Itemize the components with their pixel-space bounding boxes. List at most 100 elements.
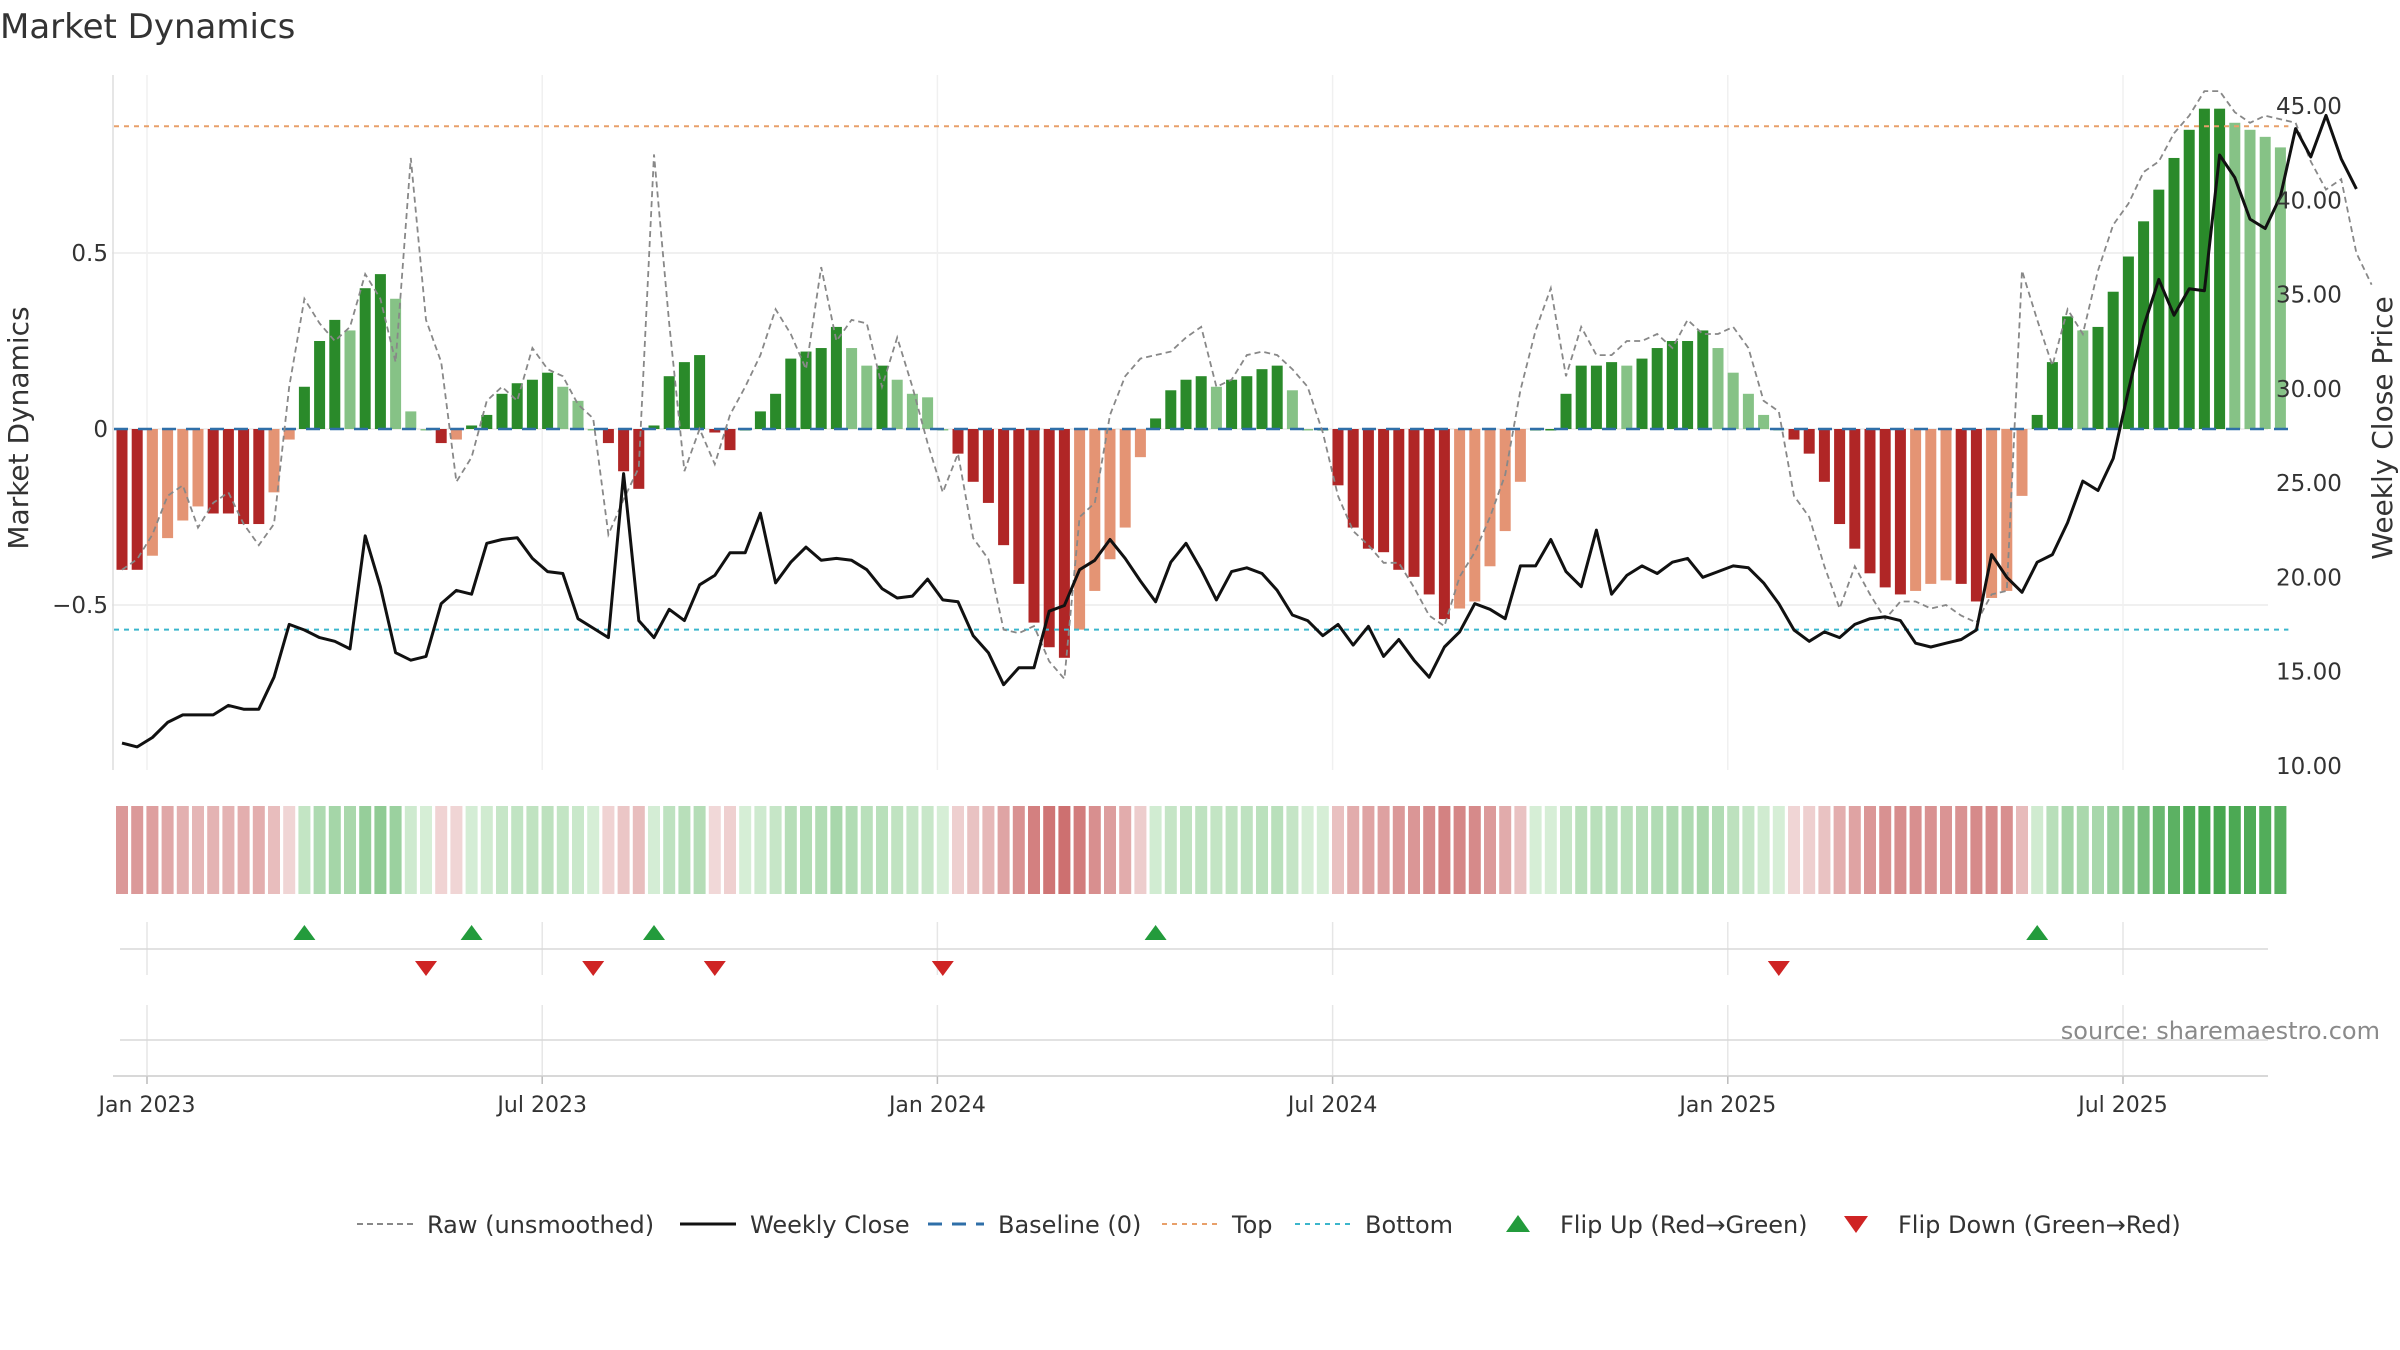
- regime-cell: [2137, 806, 2150, 894]
- md-bar: [648, 425, 660, 429]
- md-bar: [1818, 429, 1830, 482]
- md-bar: [1636, 358, 1648, 429]
- md-bar: [1955, 429, 1967, 584]
- regime-cell: [678, 806, 691, 894]
- md-bar: [1286, 390, 1298, 429]
- regime-cell: [1955, 806, 1968, 894]
- regime-cell: [1499, 806, 1512, 894]
- md-bar: [435, 429, 447, 444]
- flip-down-marker: [1767, 961, 1790, 976]
- md-bar: [1666, 341, 1678, 429]
- md-bar: [1879, 429, 1891, 588]
- regime-cell: [344, 806, 356, 894]
- md-bar: [1499, 429, 1511, 532]
- regime-cell: [2107, 806, 2120, 894]
- regime-cell: [1453, 806, 1466, 894]
- legend-flip-down-swatch: [1844, 1216, 1868, 1233]
- md-bar: [618, 429, 630, 472]
- x-tick-label: Jul 2025: [2076, 1093, 2168, 1118]
- md-bar: [1074, 429, 1086, 630]
- md-bar: [1834, 429, 1846, 525]
- regime-cell: [1164, 806, 1177, 894]
- reference-lines: [114, 125, 2289, 631]
- right-tick-label: 40.00: [2276, 188, 2342, 214]
- md-bar: [359, 288, 371, 429]
- md-bar: [2198, 108, 2210, 430]
- md-bar: [694, 355, 706, 429]
- md-bar: [1910, 429, 1922, 591]
- md-bar: [2046, 362, 2058, 429]
- regime-cell: [602, 806, 615, 894]
- regime-cell: [1696, 806, 1709, 894]
- regime-cell: [1909, 806, 1922, 894]
- regime-cell: [2183, 806, 2196, 894]
- regime-cell: [1514, 806, 1527, 894]
- md-bar: [1423, 429, 1435, 595]
- md-bar: [1758, 414, 1770, 429]
- regime-cell: [1392, 806, 1405, 894]
- md-bar: [1788, 429, 1800, 440]
- regime-cell: [1012, 806, 1025, 894]
- regime-cell: [632, 806, 645, 894]
- regime-cell: [222, 806, 235, 894]
- md-bar: [1575, 365, 1587, 429]
- series-lines: [121, 90, 2373, 749]
- md-bar: [1089, 429, 1101, 591]
- md-bar: [1150, 418, 1162, 429]
- regime-cell: [754, 806, 767, 894]
- regime-cell: [556, 806, 569, 894]
- md-bar: [1621, 365, 1633, 429]
- md-bar: [2274, 147, 2286, 429]
- md-bar: [511, 383, 523, 429]
- flip-down-marker: [582, 961, 605, 976]
- regime-cell: [1879, 806, 1892, 894]
- regime-cell: [724, 806, 736, 894]
- regime-cell: [1818, 806, 1831, 894]
- md-bar: [2183, 129, 2195, 430]
- regime-cell: [1028, 806, 1040, 894]
- regime-cell: [1347, 806, 1360, 894]
- md-bar: [390, 298, 402, 429]
- md-bar: [572, 400, 584, 429]
- md-bar: [830, 326, 842, 429]
- regime-cell: [2092, 806, 2104, 894]
- regime-cell: [648, 806, 660, 894]
- regime-cell: [587, 806, 600, 894]
- right-tick-label: 20.00: [2276, 565, 2342, 591]
- md-bar: [131, 429, 143, 570]
- regime-cell: [2244, 806, 2256, 894]
- regime-cell: [2213, 806, 2226, 894]
- md-bar: [1742, 393, 1754, 429]
- x-tick-label: Jul 2023: [495, 1093, 587, 1118]
- right-tick-label: 25.00: [2276, 471, 2342, 497]
- regime-cell: [1924, 806, 1937, 894]
- axes: 0.5 0 −0.5 45.00 40.00 35.00 30.00 25.00 20.00 15…: [52, 75, 2342, 1118]
- md-bar: [1058, 429, 1070, 658]
- legend-label: Flip Up (Red→Green): [1560, 1211, 1808, 1239]
- regime-cell: [1271, 806, 1284, 894]
- regime-cell: [1620, 806, 1633, 894]
- md-bar: [891, 379, 903, 429]
- md-bar: [861, 365, 873, 429]
- md-bar: [1134, 429, 1146, 458]
- md-bar: [2244, 129, 2256, 430]
- regime-cell: [693, 806, 706, 894]
- right-tick-label: 10.00: [2276, 754, 2342, 780]
- regime-cell: [496, 806, 508, 894]
- md-bar: [2031, 414, 2043, 429]
- regime-cell: [2168, 806, 2180, 894]
- regime-cell: [1636, 806, 1648, 894]
- regime-cell: [997, 806, 1010, 894]
- md-bar: [1165, 390, 1177, 429]
- md-bar: [374, 274, 386, 429]
- md-bar: [222, 429, 234, 514]
- md-bar: [314, 341, 326, 429]
- regime-cell: [1833, 806, 1846, 894]
- md-bar: [709, 429, 721, 433]
- regime-cell: [1180, 806, 1192, 894]
- regime-cell: [2061, 806, 2074, 894]
- chart-title: Market Dynamics: [0, 7, 295, 47]
- md-bar: [1438, 429, 1450, 620]
- regime-cell: [1119, 806, 1132, 894]
- md-bar: [1545, 429, 1557, 431]
